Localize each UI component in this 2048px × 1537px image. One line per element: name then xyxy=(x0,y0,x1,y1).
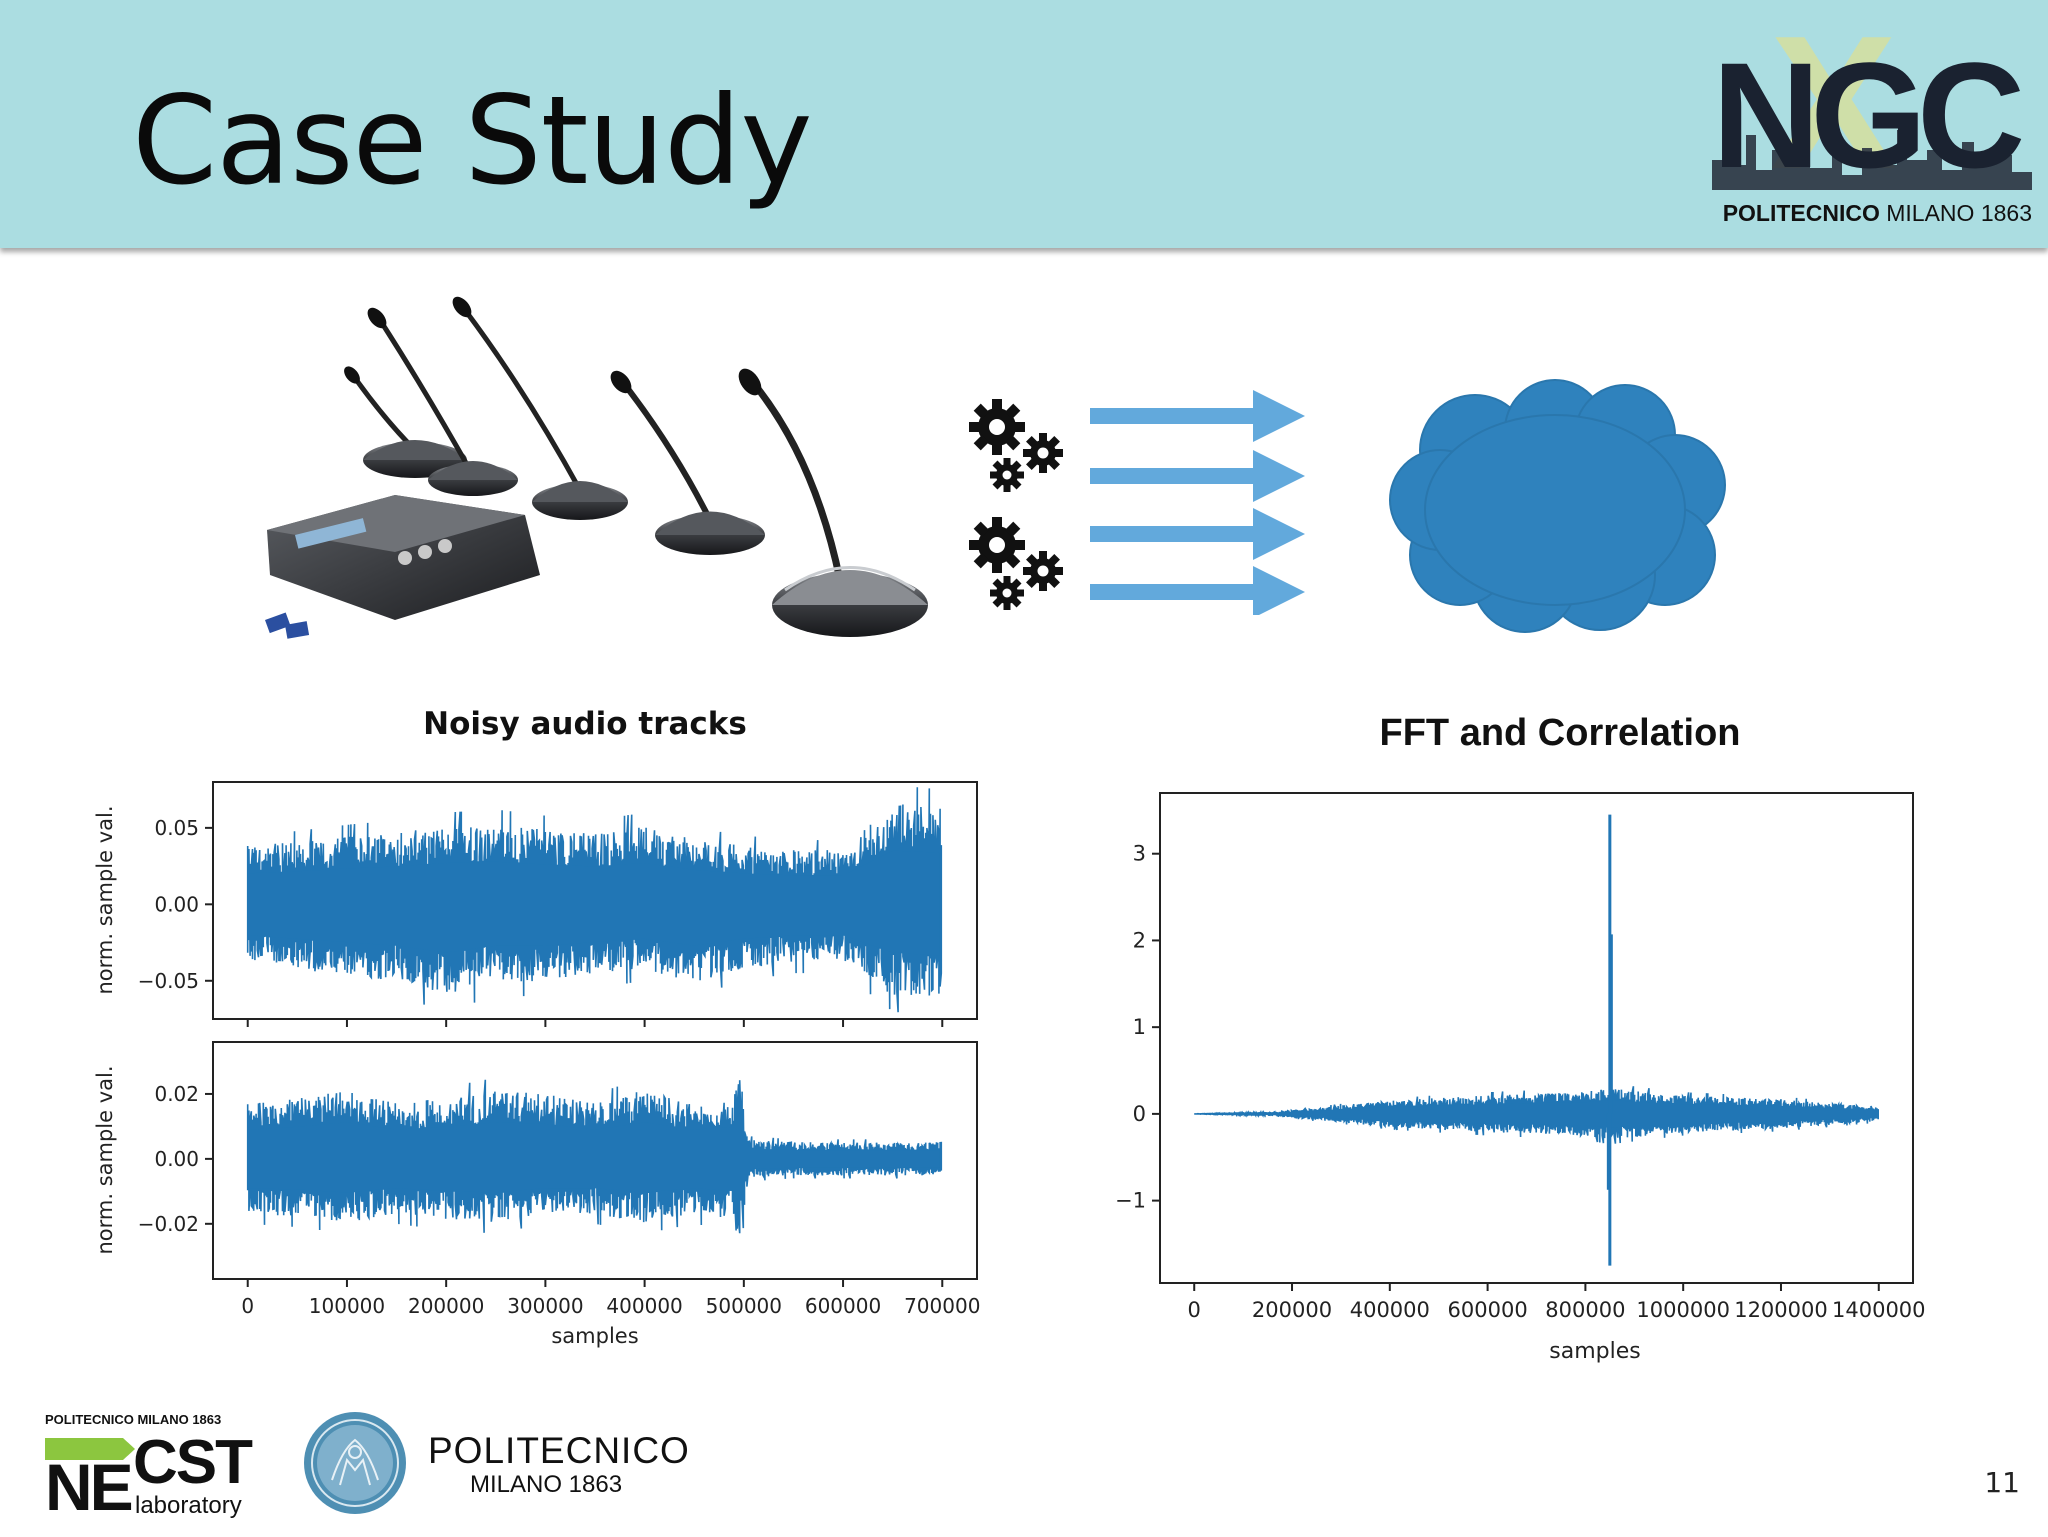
signal-band xyxy=(1194,1100,1879,1128)
correlation-peak xyxy=(1606,814,1613,1266)
x-tick-label: 400000 xyxy=(606,1294,682,1318)
x-tick-label: 600000 xyxy=(805,1294,881,1318)
x-tick-label: 0 xyxy=(1188,1298,1201,1322)
necst-logo-ne: NE xyxy=(45,1450,134,1524)
x-tick-label: 200000 xyxy=(1252,1298,1332,1322)
x-tick-label: 400000 xyxy=(1350,1298,1430,1322)
x-tick-label: 800000 xyxy=(1545,1298,1625,1322)
chart3-xlabel: samples xyxy=(1549,1339,1640,1364)
chart2-frame xyxy=(212,1041,978,1280)
chart3-x-ticks: 0 200000 400000 600000 800000 1000000 1200000 1… xyxy=(1188,1283,1926,1322)
microphone-2 xyxy=(367,307,518,496)
arrow-icon xyxy=(1090,450,1305,502)
chart3-y-ticks: −1 0 1 2 3 xyxy=(1115,842,1160,1213)
page-number: 11 xyxy=(1984,1466,2020,1499)
x-tick-label: 100000 xyxy=(309,1294,385,1318)
y-tick-label: −0.02 xyxy=(138,1212,199,1236)
necst-green-arrow-icon xyxy=(45,1438,135,1460)
arrow-icon xyxy=(1090,566,1305,615)
chart1-series xyxy=(246,787,943,1013)
polimi-wordmark: POLITECNICO MILANO 1863 xyxy=(428,1430,690,1498)
chart1-y-ticks: −0.05 0.00 0.05 xyxy=(138,816,213,993)
x-tick-label: 1400000 xyxy=(1832,1298,1926,1322)
polimi-seal-logo xyxy=(304,1412,406,1514)
y-tick-label: 3 xyxy=(1133,842,1146,866)
arrow-icon xyxy=(1090,390,1305,442)
arrow-icon xyxy=(1090,508,1305,560)
chart1-ylabel: norm. sample val. xyxy=(93,805,117,994)
chart2-xlabel: samples xyxy=(551,1324,638,1348)
y-tick-label: −0.05 xyxy=(138,969,199,993)
title-bar: Case Study X NGC POLITECNICO MILANO 1863 xyxy=(0,0,2048,248)
x-tick-label: 0 xyxy=(241,1294,254,1318)
conference-microphones-image xyxy=(265,296,928,639)
gear-icon xyxy=(969,517,1063,610)
x-tick-label: 700000 xyxy=(904,1294,980,1318)
y-tick-label: 0.02 xyxy=(154,1082,199,1106)
y-tick-label: −1 xyxy=(1115,1189,1146,1213)
data-flow-arrows xyxy=(1090,390,1305,615)
chart3-series xyxy=(1194,814,1879,1266)
y-tick-label: 0.00 xyxy=(154,1147,199,1171)
y-tick-label: 0 xyxy=(1133,1102,1146,1126)
ngc-subtitle-bold: POLITECNICO xyxy=(1722,200,1880,226)
microphone-1 xyxy=(344,366,467,478)
microphone-3 xyxy=(452,296,628,520)
polimi-sub: MILANO 1863 xyxy=(470,1471,623,1498)
chart2-ylabel: norm. sample val. xyxy=(93,1065,117,1254)
necst-logo-laboratory: laboratory xyxy=(135,1492,242,1519)
noisy-audio-charts: −0.05 0.00 0.05 norm. sample val. −0.02 0.0… xyxy=(93,781,980,1348)
y-tick-label: 1 xyxy=(1133,1015,1146,1039)
polimi-name: POLITECNICO xyxy=(428,1430,690,1471)
city-skyline-icon xyxy=(1712,130,2032,190)
cloud-icon xyxy=(1389,379,1726,633)
x-tick-label: 500000 xyxy=(706,1294,782,1318)
x-tick-label: 300000 xyxy=(507,1294,583,1318)
necst-logo-top-text: POLITECNICO MILANO 1863 xyxy=(45,1412,222,1427)
gear-icon xyxy=(969,399,1063,492)
ngc-subtitle-light: MILANO 1863 xyxy=(1886,200,2032,226)
central-control-unit xyxy=(267,495,540,620)
chart3-frame xyxy=(1159,792,1914,1284)
chart2-x-ticks: 0 100000 200000 300000 400000 500000 600000 700… xyxy=(241,1279,980,1318)
y-tick-label: 2 xyxy=(1133,928,1146,952)
chart2-series xyxy=(246,1079,943,1234)
caption-fft-correlation: FFT and Correlation xyxy=(1379,712,1741,754)
ngc-logo-text: NGC xyxy=(1712,31,2025,199)
microphone-5 xyxy=(738,368,928,637)
caption-noisy-audio: Noisy audio tracks xyxy=(423,706,747,742)
microphone-4 xyxy=(610,370,765,555)
slide-title: Case Study xyxy=(132,70,813,212)
chart1-frame xyxy=(212,781,978,1020)
y-tick-label: 0.00 xyxy=(154,892,199,916)
chart1-x-ticks xyxy=(246,1019,944,1027)
signal-band xyxy=(247,1112,940,1204)
x-tick-label: 600000 xyxy=(1448,1298,1528,1322)
chart2-y-ticks: −0.02 0.00 0.02 xyxy=(138,1082,213,1236)
x-tick-label: 1200000 xyxy=(1734,1298,1828,1322)
ngc-logo-subtitle: POLITECNICO MILANO 1863 xyxy=(1712,200,2032,227)
signal-band xyxy=(247,850,940,956)
necst-logo: POLITECNICO MILANO 1863 NE CST laborator… xyxy=(45,1412,260,1522)
processing-gears xyxy=(969,399,1063,610)
x-tick-label: 1000000 xyxy=(1636,1298,1730,1322)
necst-logo-cst: CST xyxy=(133,1428,253,1497)
x-tick-label: 200000 xyxy=(408,1294,484,1318)
y-tick-label: 0.05 xyxy=(154,816,199,840)
